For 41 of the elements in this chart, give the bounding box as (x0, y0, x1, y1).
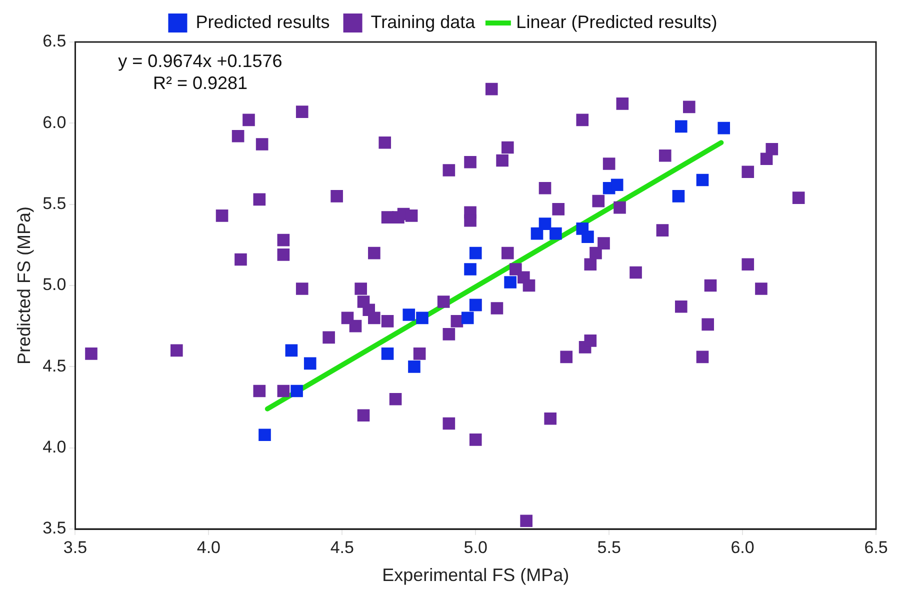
point (258, 428, 271, 442)
point (610, 178, 624, 192)
point (550, 227, 562, 240)
point (582, 230, 594, 243)
y-axis-title: Predicted FS (MPa) (14, 206, 34, 365)
point (402, 308, 416, 321)
x-tick-label: 6.5 (864, 538, 888, 557)
legend-label: Linear (Predicted results) (516, 12, 718, 32)
annotation: R² = 0.9281 (152, 72, 248, 93)
x-tick-label: 4.5 (330, 538, 354, 557)
point (408, 360, 420, 373)
x-tick-label: 3.5 (63, 538, 88, 557)
point (469, 246, 482, 260)
point (416, 312, 428, 324)
y-tick-label: 6.0 (42, 112, 66, 132)
y-tick-label: 3.5 (42, 518, 66, 538)
point (290, 384, 303, 398)
x-tick-label: 6.0 (730, 538, 754, 557)
point (718, 122, 730, 134)
point (696, 174, 709, 186)
x-tick-label: 5.0 (464, 538, 488, 557)
point (538, 218, 552, 230)
point (504, 276, 516, 288)
y-tick-label: 5.5 (42, 194, 66, 214)
y-tick-label: 4.5 (42, 356, 66, 376)
y-tick-label: 5.0 (42, 275, 66, 294)
point (285, 344, 298, 357)
y-tick-label: 4.0 (42, 438, 66, 457)
point (672, 190, 685, 202)
point (461, 312, 474, 324)
point (464, 263, 476, 276)
point (674, 120, 688, 133)
point (304, 357, 316, 370)
x-tick-label: 5.5 (597, 538, 621, 557)
x-tick-label: 4.0 (196, 538, 221, 557)
point (381, 348, 394, 360)
annotation: y = 0.9674x +0.1576 (118, 50, 282, 71)
x-axis-title: Experimental FS (MPa) (382, 565, 570, 586)
legend-label: Predicted results (196, 12, 330, 32)
legend-label: Training data (370, 12, 476, 32)
y-tick-label: 6.5 (42, 32, 66, 51)
